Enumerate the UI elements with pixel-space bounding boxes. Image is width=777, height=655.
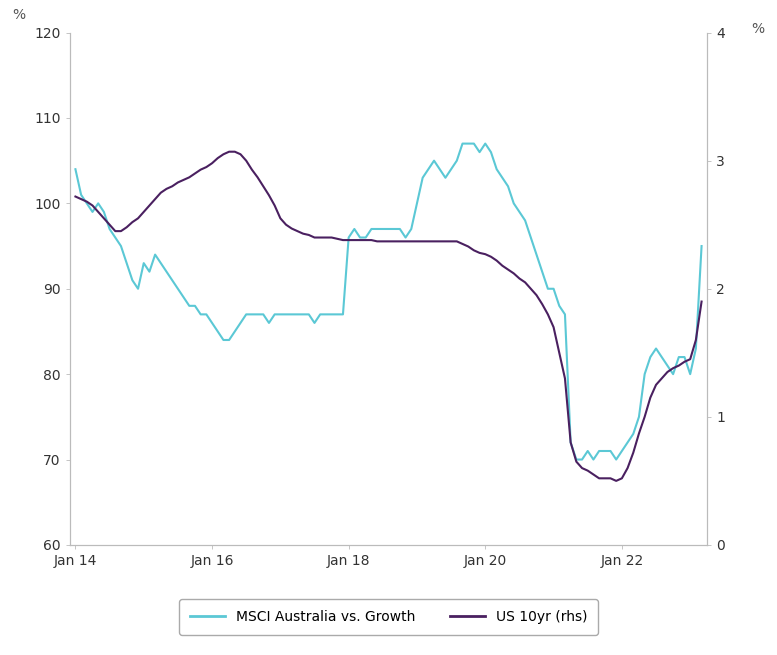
Y-axis label: %: %	[751, 22, 765, 36]
Legend: MSCI Australia vs. Growth, US 10yr (rhs): MSCI Australia vs. Growth, US 10yr (rhs)	[179, 599, 598, 635]
Y-axis label: %: %	[12, 9, 26, 22]
